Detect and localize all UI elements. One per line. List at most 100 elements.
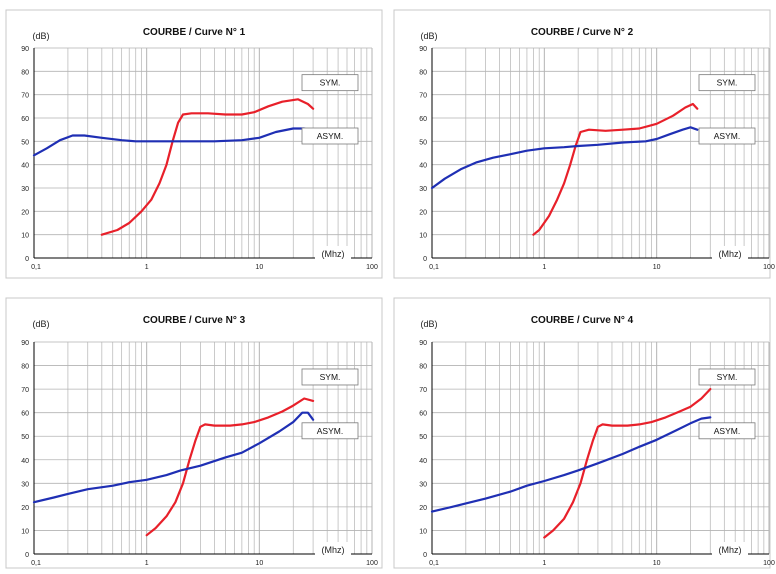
y-tick-label: 30 [21,186,29,193]
series-line-asym [430,416,712,513]
x-tick-label: 1 [145,560,149,567]
y-tick-label: 50 [419,139,427,146]
y-tick-label: 50 [21,434,29,441]
y-tick-label: 40 [21,163,29,170]
legend-label-sym: SYM. [717,78,738,88]
series-line-sym [543,388,712,539]
x-axis-label: (Mhz) [322,545,345,555]
legend-label-asym: ASYM. [317,426,343,436]
x-tick-label: 1 [145,264,149,271]
x-axis-label: (Mhz) [322,249,345,259]
y-tick-label: 0 [423,256,427,263]
y-tick-label: 70 [419,93,427,100]
x-tick-label: 10 [255,264,263,271]
y-tick-label: 80 [419,364,427,371]
chart-title: COURBE / Curve N° 1 [143,27,246,38]
x-tick-label: 10 [653,264,661,271]
legend-label-sym: SYM. [717,372,738,382]
chart-panel-3: 0 10 20 30 40 50 60 70 80 90 0,1 1 10 100 COURBE / Cur… [5,297,383,569]
y-tick-label: 20 [21,209,29,216]
chart-title: COURBE / Curve N° 3 [143,315,246,326]
legend-box [301,127,359,145]
y-tick-label: 60 [419,116,427,123]
y-axis-label: (dB) [420,31,437,41]
x-tick-label: 0,1 [31,560,41,567]
legend-box [698,74,756,92]
chart-panel-1: 0 10 20 30 40 50 60 70 80 90 0,1 1 10 100 COURBE / Cur… [5,9,383,279]
legend-box [301,368,359,386]
y-tick-label: 90 [419,46,427,53]
x-tick-label: 1 [542,264,546,271]
x-tick-label: 1 [542,560,546,567]
y-tick-label: 90 [419,340,427,347]
x-axis-label-bg [315,246,351,260]
y-tick-label: 40 [419,163,427,170]
y-tick-label: 90 [21,340,29,347]
legend-box [301,74,359,92]
y-axis-label: (dB) [32,319,49,329]
chart-panel-2: 0 10 20 30 40 50 60 70 80 90 0,1 1 10 100 COURBE / Cur… [393,9,775,279]
y-tick-label: 10 [419,528,427,535]
x-tick-label: 100 [763,560,775,567]
legend-label-sym: SYM. [320,372,341,382]
chart-title: COURBE / Curve N° 2 [531,27,634,38]
y-tick-label: 80 [21,364,29,371]
series-line-sym [145,397,315,537]
x-tick-label: 0,1 [31,264,41,271]
x-tick-label: 0,1 [429,560,439,567]
x-tick-label: 100 [366,264,378,271]
y-tick-label: 40 [419,458,427,465]
y-tick-label: 10 [21,233,29,240]
series-line-sym [100,98,315,236]
y-tick-label: 30 [419,481,427,488]
y-tick-label: 60 [21,411,29,418]
legend-box [698,127,756,145]
chart-title: COURBE / Curve N° 4 [531,315,634,326]
y-tick-label: 60 [21,116,29,123]
x-axis-label: (Mhz) [719,249,742,259]
y-tick-label: 60 [419,411,427,418]
y-tick-label: 20 [419,505,427,512]
x-axis-label: (Mhz) [719,545,742,555]
y-tick-label: 70 [419,387,427,394]
legend-label-sym: SYM. [320,78,341,88]
x-axis-label-bg [712,246,748,260]
series-line-asym [32,127,315,157]
y-tick-label: 40 [21,458,29,465]
y-tick-label: 20 [419,209,427,216]
x-tick-label: 100 [763,264,775,271]
y-tick-label: 20 [21,505,29,512]
x-tick-label: 10 [255,560,263,567]
y-axis-label: (dB) [32,31,49,41]
x-axis-label-bg [712,542,748,556]
y-tick-label: 90 [21,46,29,53]
y-tick-label: 10 [21,528,29,535]
legend-label-asym: ASYM. [714,131,740,141]
legend-box [698,368,756,386]
y-tick-label: 80 [21,69,29,76]
y-tick-label: 30 [419,186,427,193]
legend-label-asym: ASYM. [714,426,740,436]
series-line-asym [430,126,699,190]
y-tick-label: 0 [25,552,29,559]
series-line-sym [532,102,699,236]
y-tick-label: 10 [419,233,427,240]
y-tick-label: 50 [21,139,29,146]
legend-label-asym: ASYM. [317,131,343,141]
x-axis-label-bg [315,542,351,556]
y-axis-label: (dB) [420,319,437,329]
y-tick-label: 80 [419,69,427,76]
legend-box [698,422,756,440]
x-tick-label: 100 [366,560,378,567]
y-tick-label: 70 [21,93,29,100]
y-tick-label: 0 [423,552,427,559]
legend-box [301,422,359,440]
y-tick-label: 50 [419,434,427,441]
y-tick-label: 0 [25,256,29,263]
y-tick-label: 30 [21,481,29,488]
y-tick-label: 70 [21,387,29,394]
x-tick-label: 0,1 [429,264,439,271]
chart-panel-4: 0 10 20 30 40 50 60 70 80 90 0,1 1 10 100 COURBE / Cur… [393,297,775,569]
series-line-asym [32,411,315,504]
